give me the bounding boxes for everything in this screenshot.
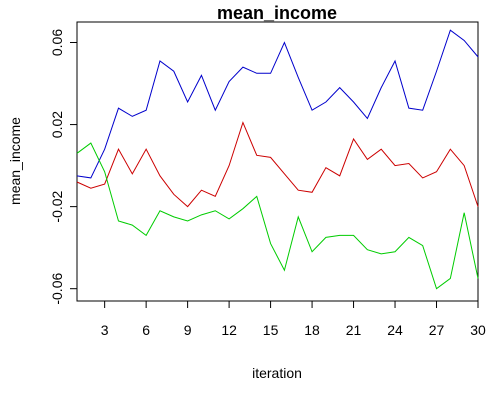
- x-tick-label: 21: [346, 322, 362, 338]
- x-tick-label: 27: [429, 322, 445, 338]
- x-tick-label: 24: [387, 322, 403, 338]
- plot-frame: [76, 21, 479, 302]
- x-axis-label: iteration: [252, 365, 302, 381]
- x-tick-label: 9: [184, 322, 192, 338]
- x-tick-label: 3: [101, 322, 109, 338]
- x-tick-label: 30: [470, 322, 486, 338]
- y-axis-label: mean_income: [7, 117, 23, 205]
- series-line-2: [76, 121, 479, 208]
- y-tick-label: 0.06: [49, 29, 65, 56]
- x-tick-label: 12: [221, 322, 237, 338]
- y-tick-label: -0.06: [49, 273, 65, 305]
- x-tick-label: 15: [263, 322, 279, 338]
- x-axis: 3 6 9 12 15 18 21 24 27 30: [101, 301, 486, 338]
- chart-title: mean_income: [217, 3, 337, 23]
- series-line-3: [76, 142, 479, 290]
- y-tick-label: -0.02: [49, 190, 65, 222]
- y-tick-label: 0.02: [49, 111, 65, 138]
- x-tick-label: 6: [142, 322, 150, 338]
- x-tick-label: 18: [304, 322, 320, 338]
- series-line-1: [76, 29, 479, 179]
- y-axis: 0.06 0.02 -0.02 -0.06: [49, 29, 77, 305]
- series-layer: [76, 29, 479, 290]
